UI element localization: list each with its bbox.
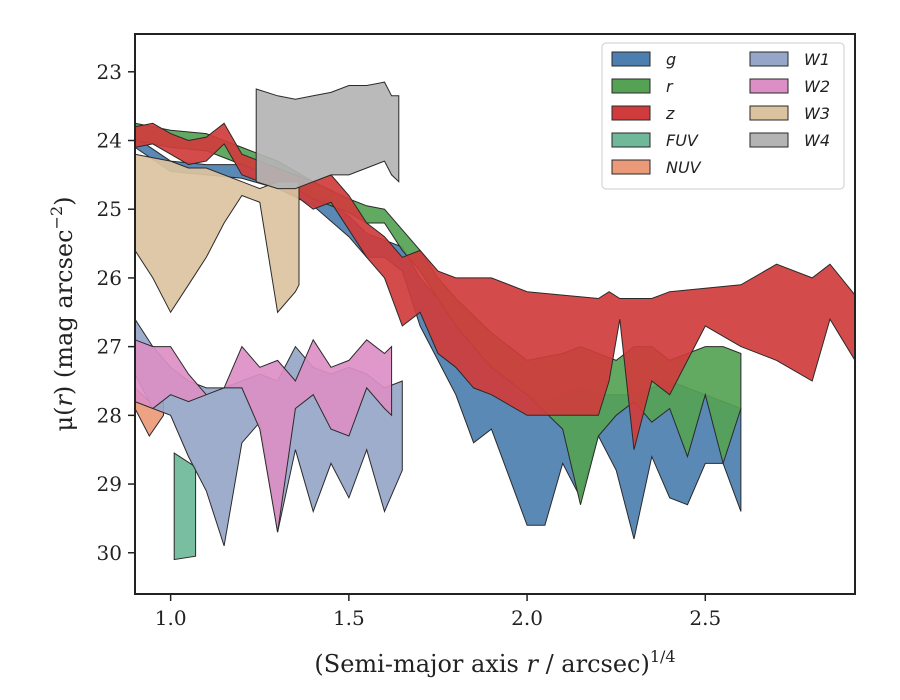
y-tick-label: 30 — [97, 541, 122, 565]
x-tick-label: 2.0 — [511, 606, 543, 630]
x-axis-title-exp: 1/4 — [650, 647, 676, 666]
legend-swatch-w4 — [749, 132, 789, 148]
legend-label-z: z — [665, 104, 675, 123]
plot-area — [134, 81, 856, 561]
y-axis-title-exp: −2 — [47, 206, 66, 230]
legend-label-g: g — [666, 50, 676, 69]
legend-label-w3: W3 — [804, 104, 830, 123]
y-tick-label: 29 — [97, 472, 122, 496]
legend-swatch-w2 — [749, 78, 789, 94]
series-band-w4 — [255, 81, 400, 190]
y-tick-label: 25 — [97, 197, 122, 221]
y-tick-label: 23 — [97, 60, 122, 84]
legend-label-w2: W2 — [804, 77, 830, 96]
plot-frame — [134, 33, 856, 595]
legend-swatch-g — [611, 51, 651, 67]
x-axis-title-main: (Semi-major axis — [314, 650, 526, 678]
legend-swatch-r — [611, 78, 651, 94]
y-tick-label: 28 — [97, 403, 122, 427]
legend-swatch-w1 — [749, 51, 789, 67]
x-axis-title-unit: / arcsec) — [538, 650, 650, 678]
x-tick-label: 1.5 — [333, 606, 365, 630]
x-tick-label: 2.5 — [689, 606, 721, 630]
legend-label-r: r — [666, 77, 674, 96]
legend-label-nuv: NUV — [666, 158, 702, 177]
y-axis-title-end: ) — [50, 196, 78, 205]
y-axis-title-suffix: ) (mag arcsec — [50, 229, 78, 395]
legend-swatch-fuv — [611, 132, 651, 148]
legend-label-w4: W4 — [804, 131, 830, 150]
x-axis: 1.0 1.5 2.0 2.5 — [155, 594, 721, 630]
series-band-w3 — [134, 153, 300, 314]
legend-label-fuv: FUV — [666, 131, 699, 150]
y-tick-label: 26 — [97, 266, 122, 290]
legend-swatch-z — [611, 105, 651, 121]
y-axis-title-var: r — [50, 394, 78, 407]
y-tick-label: 27 — [97, 335, 122, 359]
legend-swatch-w3 — [749, 105, 789, 121]
y-axis-title-prefix: μ( — [50, 407, 78, 432]
series-band-w2 — [134, 338, 393, 533]
series-band-fuv — [173, 452, 197, 561]
legend-label-w1: W1 — [804, 50, 830, 69]
x-tick-label: 1.0 — [155, 606, 187, 630]
x-axis-title-var: r — [526, 650, 539, 678]
y-tick-label: 24 — [97, 129, 122, 153]
x-axis-title: (Semi-major axis r / arcsec)1/4 — [314, 647, 675, 678]
legend-swatch-nuv — [611, 159, 651, 175]
legend: grz FUV NUV W1 W2 W3 W4 — [601, 42, 845, 190]
y-axis-title: μ(r) (mag arcsec−2) — [47, 196, 78, 431]
y-axis: 23 24 25 26 27 28 29 30 — [97, 60, 135, 565]
